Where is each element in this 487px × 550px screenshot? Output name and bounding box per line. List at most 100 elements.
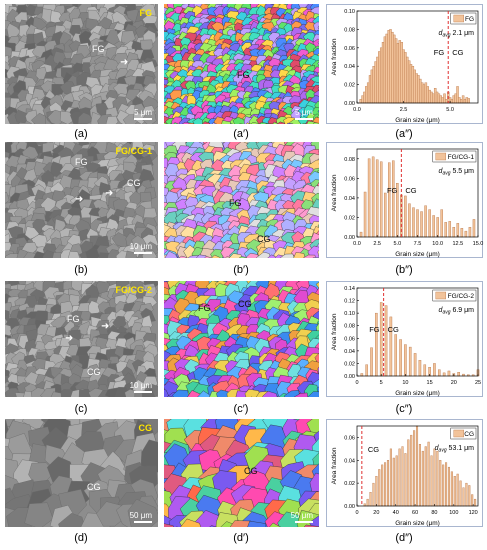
histogram-bar: [367, 158, 371, 238]
x-tick-label: 0.0: [353, 107, 361, 113]
x-tick-label: 2.5: [373, 241, 381, 247]
histogram-bar: [404, 195, 407, 238]
grain: [141, 111, 157, 124]
grain: [269, 522, 281, 527]
x-tick-label: 5: [380, 380, 383, 386]
scale-bar: 50 μm: [130, 511, 152, 523]
histogram-bar: [428, 209, 431, 238]
grain: [317, 250, 319, 258]
y-axis-label: Area fraction: [331, 174, 338, 211]
histogram-bar: [453, 476, 456, 507]
grain: [202, 121, 211, 124]
caption: (b′): [233, 264, 249, 276]
histogram-bar: [418, 360, 422, 377]
histogram-bar: [445, 462, 448, 507]
grain: [306, 120, 316, 124]
grain: [228, 253, 243, 258]
histogram-bar: [392, 457, 395, 507]
grain: [293, 252, 306, 258]
ebsd-map-fg: FG 5 μm: [164, 4, 319, 124]
grain: [85, 248, 100, 258]
y-tick-label: 0.10: [344, 311, 355, 317]
legend-box: [450, 427, 477, 440]
grain: [317, 224, 319, 228]
x-tick-label: 2.5: [400, 107, 408, 113]
y-tick-label: 0.12: [344, 299, 355, 305]
histogram-bar: [384, 305, 388, 377]
y-tick-label: 0.04: [344, 349, 355, 355]
histogram-bar: [452, 227, 456, 238]
histogram-bar: [378, 469, 381, 507]
x-tick-label: 60: [412, 510, 418, 516]
grain: [317, 86, 319, 92]
histogram-bar: [459, 480, 462, 507]
histogram-bar: [412, 207, 415, 238]
caption: (a″): [395, 128, 413, 140]
histogram-bar: [384, 462, 387, 507]
grain: [14, 109, 29, 124]
histogram-bar: [363, 191, 367, 238]
legend-box: [432, 150, 477, 163]
histogram-bar: [424, 205, 427, 238]
plot-frame: [356, 425, 479, 507]
histogram-bar: [437, 369, 441, 377]
caption: (d): [74, 532, 88, 544]
caption: (b): [74, 264, 88, 276]
grain: [24, 502, 54, 527]
histogram-bar: [456, 473, 459, 507]
histogram-bar: [370, 347, 373, 377]
x-tick-label: 10.0: [432, 241, 443, 247]
grain: [293, 392, 308, 397]
x-tick-label: 15: [427, 380, 433, 386]
y-tick-label: 0.06: [344, 435, 355, 441]
x-tick-label: 15.0: [473, 241, 484, 247]
grain: [105, 30, 121, 46]
region-label: CG: [87, 367, 101, 377]
ebsd-map-cg: CG 50 μm: [164, 419, 319, 527]
histogram-svg: 0 5 10 15 20 25 0.00 0.02 0.04 0.06 0.08 0.10 0.12 0.…: [331, 286, 481, 397]
histogram-bar: [420, 211, 423, 238]
grain: [238, 256, 249, 258]
grain: [169, 396, 173, 397]
histogram-bar: [407, 439, 410, 507]
arrow-icon: ➜: [101, 321, 110, 332]
legend-swatch: [435, 152, 447, 161]
x-tick-label: 7.5: [414, 241, 422, 247]
histogram-bar: [395, 455, 398, 507]
arrow-icon: ➜: [120, 57, 129, 68]
sem-image-fg: FG FG ➜ 5 μm: [5, 4, 158, 124]
histogram-bar: [369, 492, 372, 507]
y-tick-label: 0.04: [344, 196, 355, 202]
grain: [313, 21, 319, 33]
region-label: FG: [198, 303, 211, 313]
grain: [5, 419, 14, 427]
grain: [188, 122, 194, 124]
x-axis-label: Grain size (μm): [395, 251, 440, 258]
histogram-bar: [442, 464, 445, 507]
legend-label: FG: [465, 16, 474, 23]
histogram-bar: [448, 221, 452, 238]
grain: [317, 61, 319, 67]
grain: [164, 523, 174, 527]
grain: [279, 253, 295, 258]
histogram-svg: 0.0 2.5 5.0 7.5 10.0 12.5 15.0 0.00 0.02 0.04 0.06…: [331, 148, 484, 258]
sem-texture: [5, 142, 158, 258]
region-label: FG: [369, 325, 380, 334]
legend-box: [450, 12, 477, 25]
histogram-svg: 0 20 40 60 80 100 120 0.00 0.02 0.04 0.06 Grain siz…: [331, 425, 479, 527]
legend-swatch: [453, 14, 465, 23]
y-tick-label: 0.02: [344, 361, 355, 367]
histogram-bar: [410, 434, 413, 507]
histogram-bar: [440, 209, 443, 238]
histogram-bar: [408, 203, 411, 238]
grain: [306, 419, 319, 437]
grain: [105, 115, 119, 124]
histogram-bar: [379, 302, 383, 377]
grain: [77, 112, 94, 124]
histogram-cg: 0 20 40 60 80 100 120 0.00 0.02 0.04 0.06 Grain siz…: [326, 419, 483, 527]
y-tick-label: 0.02: [344, 481, 355, 487]
histogram-bar: [433, 448, 436, 507]
region-label: CG: [452, 48, 463, 57]
region-label: CG: [405, 186, 416, 195]
histogram-bar: [372, 482, 375, 507]
